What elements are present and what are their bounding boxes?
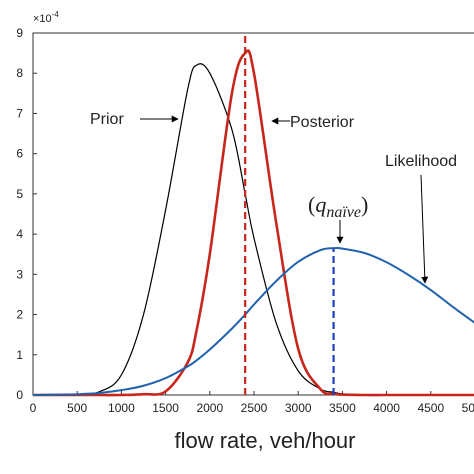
paren: ): [361, 192, 368, 217]
series-line: [32, 49, 474, 397]
y-tick-label: 7: [16, 106, 23, 120]
annotation-q: (qnaïve): [308, 192, 368, 221]
x-tick-label: 0: [30, 401, 37, 415]
arrow-likelihood: [420, 174, 429, 284]
subscript: naïve: [326, 204, 361, 221]
x-tick-label: 5000: [462, 401, 474, 415]
q: q: [315, 192, 326, 217]
y-tick-label: 9: [16, 26, 23, 40]
label-posterior: Posterior: [290, 114, 355, 131]
y-tick-label: 8: [16, 66, 23, 80]
x-tick-label: 1500: [152, 401, 179, 415]
label-prior: Prior: [90, 111, 124, 128]
y-multiplier-exp: -4: [52, 10, 60, 19]
x-tick-label: 3500: [329, 401, 356, 415]
x-axis-label: flow rate, veh/hour: [175, 428, 356, 453]
x-tick-label: 2500: [241, 401, 268, 415]
y-tick-label: 0: [16, 388, 23, 402]
y-tick-label: 2: [16, 308, 23, 322]
y-tick-label: 6: [16, 147, 23, 161]
y-tick-label: 5: [16, 187, 23, 201]
y-tick-label: 1: [16, 348, 23, 362]
x-tick-label: 4500: [417, 401, 444, 415]
y-tick-label: 3: [16, 267, 23, 281]
x-tick-label: 2000: [196, 401, 223, 415]
x-tick-label: 1000: [108, 401, 135, 415]
x-tick-label: 3000: [285, 401, 312, 415]
label-likelihood: Likelihood: [385, 153, 457, 170]
y-multiplier-base: ×10: [33, 13, 52, 25]
annotations: Prior Posterior Likelihood (qnaïve): [90, 111, 457, 284]
plot-frame: [32, 32, 474, 396]
x-tick-label: 4000: [373, 401, 400, 415]
x-tick-label: 500: [67, 401, 87, 415]
series-line: [32, 246, 474, 396]
y-tick-label: 4: [16, 227, 23, 241]
paren: (: [308, 192, 315, 217]
y-multiplier: ×10-4: [33, 10, 59, 25]
